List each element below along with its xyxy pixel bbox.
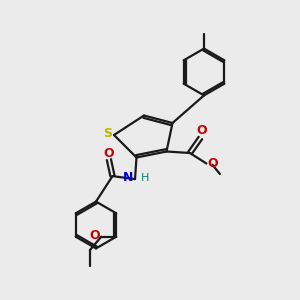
Text: O: O [196, 124, 207, 137]
Text: O: O [103, 146, 114, 160]
Text: O: O [89, 229, 100, 242]
Text: N: N [123, 171, 134, 184]
Text: S: S [103, 127, 112, 140]
Text: H: H [140, 172, 149, 183]
Text: O: O [208, 157, 218, 170]
